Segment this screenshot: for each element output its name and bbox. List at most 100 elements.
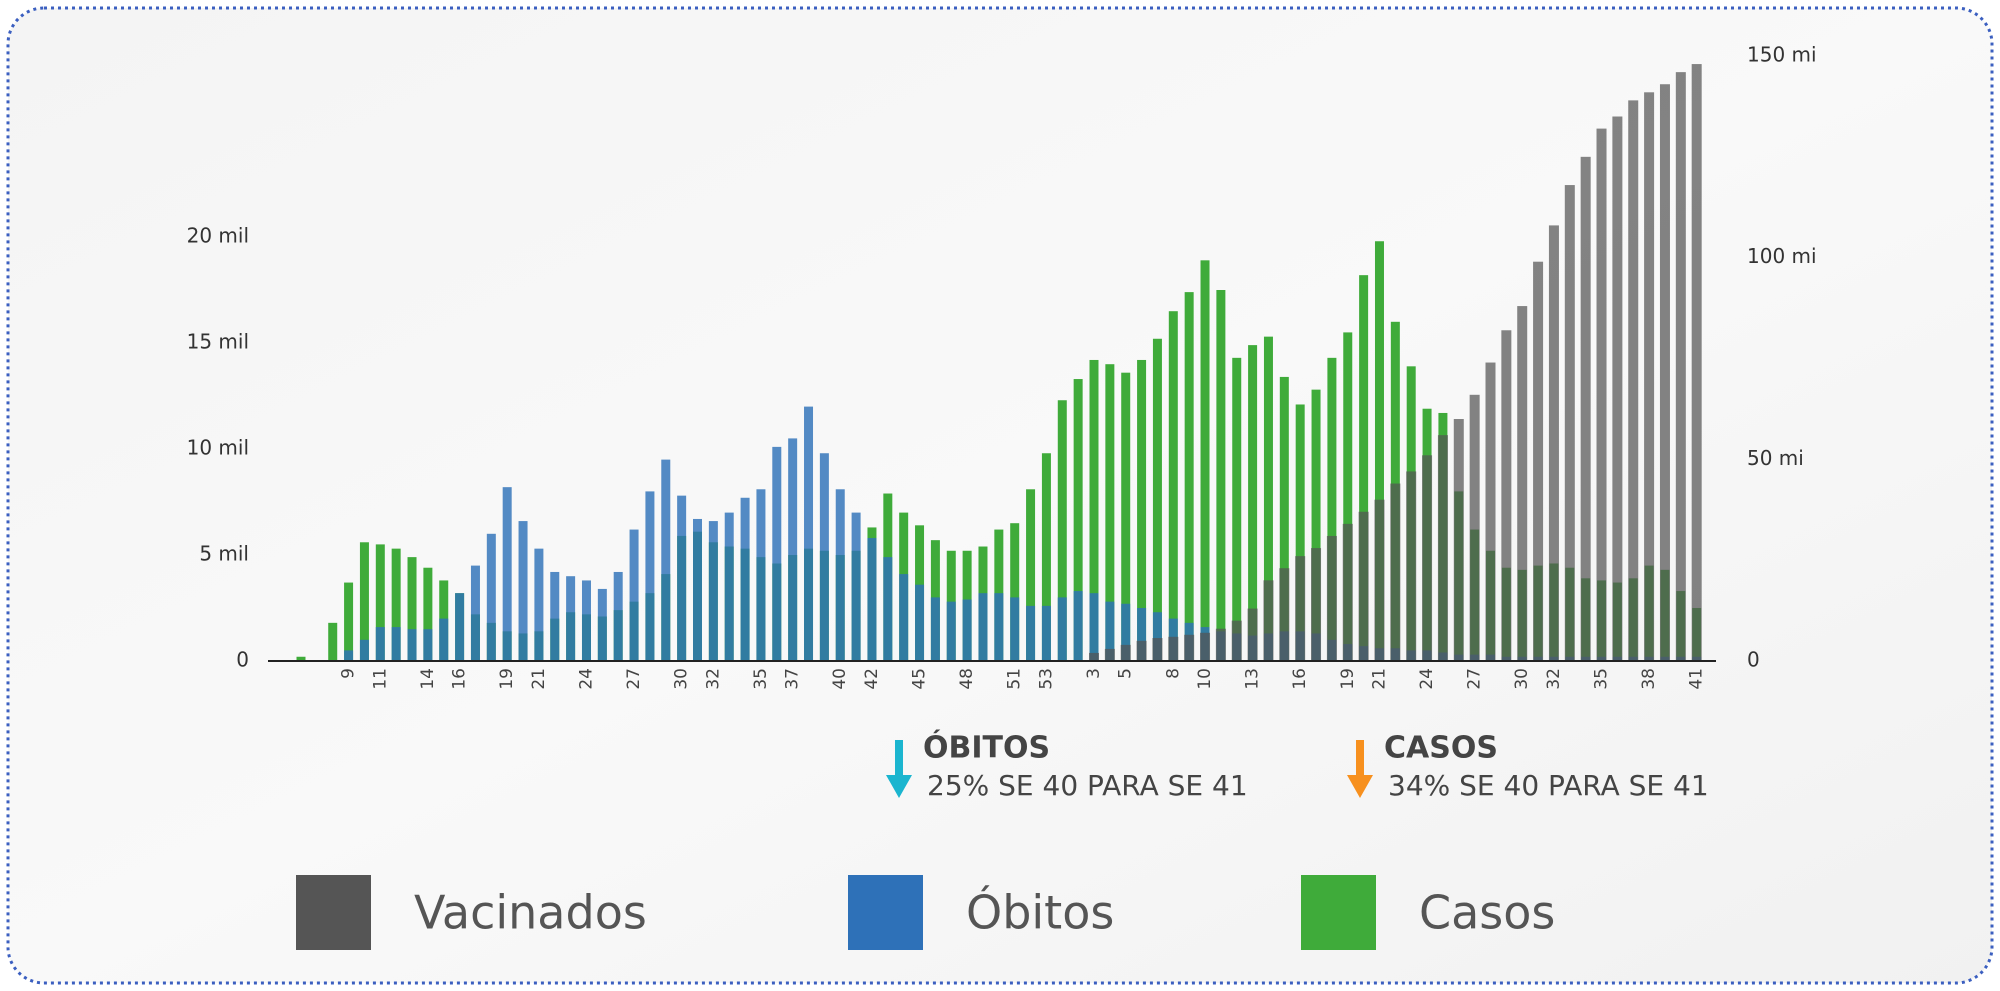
- bar: [788, 438, 798, 661]
- bar: [1026, 605, 1036, 661]
- y2-tick-label: 0: [1747, 648, 1760, 672]
- x-tick-label: 30: [1512, 668, 1532, 690]
- bar: [819, 453, 829, 661]
- bar: [597, 588, 607, 661]
- bar: [1437, 435, 1448, 661]
- bar: [1137, 608, 1147, 661]
- y2-tick-label: 100 mi: [1747, 244, 1817, 268]
- bar: [407, 629, 417, 661]
- bar: [1026, 489, 1036, 661]
- bar: [1168, 311, 1178, 661]
- y-tick-label: 0: [236, 648, 249, 672]
- bar: [708, 521, 718, 661]
- bar: [772, 446, 782, 661]
- bar: [1311, 389, 1321, 661]
- x-tick-label: 24: [576, 668, 596, 690]
- bar: [1343, 332, 1353, 661]
- bar: [359, 639, 369, 661]
- x-tick-label: 32: [703, 668, 723, 690]
- bar: [1136, 640, 1147, 661]
- bar: [724, 512, 734, 661]
- bar: [1057, 597, 1067, 661]
- bar: [645, 491, 655, 661]
- bar: [835, 489, 845, 661]
- bar: [359, 542, 369, 661]
- x-tick-label: 45: [910, 668, 930, 690]
- bar: [1533, 261, 1544, 661]
- down-arrow: [886, 740, 912, 798]
- bar: [962, 599, 972, 661]
- x-tick-label: 14: [418, 668, 438, 690]
- bar: [1105, 364, 1115, 661]
- bar: [470, 565, 480, 661]
- bar: [550, 571, 560, 661]
- down-arrow: [1347, 740, 1373, 798]
- y-tick-label: 20 mil: [187, 224, 249, 248]
- annotation-casos: CASOS 34% SE 40 PARA SE 41: [1347, 731, 1709, 802]
- bar: [1120, 644, 1131, 661]
- x-tick-label: 13: [1243, 668, 1263, 690]
- bar: [1359, 275, 1369, 661]
- annotation-text: 25% SE 40 PARA SE 41: [927, 769, 1248, 802]
- x-tick-label: 8: [1163, 668, 1183, 679]
- bar: [1121, 603, 1131, 661]
- bar: [1248, 345, 1258, 661]
- bar: [375, 627, 385, 661]
- x-tick-label: 16: [1290, 668, 1310, 690]
- bar: [344, 650, 354, 661]
- bar: [1580, 156, 1591, 662]
- annotation-title: CASOS: [1384, 731, 1498, 766]
- bar: [915, 584, 925, 661]
- bar: [1263, 336, 1273, 661]
- x-tick-label: 11: [370, 668, 390, 690]
- bar: [1485, 362, 1496, 661]
- bar: [439, 618, 449, 661]
- bar: [1469, 394, 1480, 661]
- bar: [455, 593, 465, 661]
- bar: [851, 512, 861, 661]
- bar: [1659, 84, 1670, 661]
- bar: [1501, 330, 1512, 661]
- bar: [1089, 652, 1099, 661]
- legend-label: Vacinados: [414, 886, 647, 940]
- bar: [1137, 359, 1147, 661]
- bar: [1263, 580, 1274, 661]
- bar: [756, 489, 766, 661]
- bar: [804, 406, 814, 661]
- bar: [1105, 601, 1115, 661]
- annotation-text: 34% SE 40 PARA SE 41: [1388, 769, 1709, 802]
- y-tick-label: 5 mil: [199, 542, 249, 566]
- bar: [994, 593, 1004, 661]
- bar: [1232, 357, 1242, 661]
- bar: [518, 521, 528, 661]
- bar: [391, 627, 401, 661]
- bar: [1358, 511, 1369, 661]
- x-tick-label: 38: [1639, 668, 1659, 690]
- x-tick-label: 21: [1369, 668, 1389, 690]
- bar: [1342, 523, 1353, 661]
- bar: [1675, 72, 1686, 662]
- legend-label: Óbitos: [966, 886, 1114, 940]
- bar: [1327, 357, 1337, 661]
- x-tick-label: 30: [672, 668, 692, 690]
- bar: [1374, 241, 1384, 662]
- bar: [1041, 453, 1051, 661]
- annotation-title: ÓBITOS: [923, 729, 1050, 766]
- bar: [1073, 379, 1083, 661]
- bar: [1089, 359, 1099, 661]
- bar: [1691, 64, 1702, 662]
- bar: [1295, 556, 1306, 661]
- x-tick-label: 32: [1544, 668, 1564, 690]
- bar: [1121, 372, 1131, 661]
- bar: [1374, 499, 1385, 661]
- bar: [1311, 548, 1322, 661]
- x-tick-label: 48: [957, 668, 977, 690]
- bar: [391, 548, 401, 661]
- bar: [978, 593, 988, 661]
- bar: [1168, 636, 1179, 661]
- y-tick-label: 10 mil: [187, 436, 249, 460]
- x-tick-label: 3: [1084, 668, 1104, 679]
- bar: [740, 497, 750, 661]
- bar: [1390, 483, 1401, 661]
